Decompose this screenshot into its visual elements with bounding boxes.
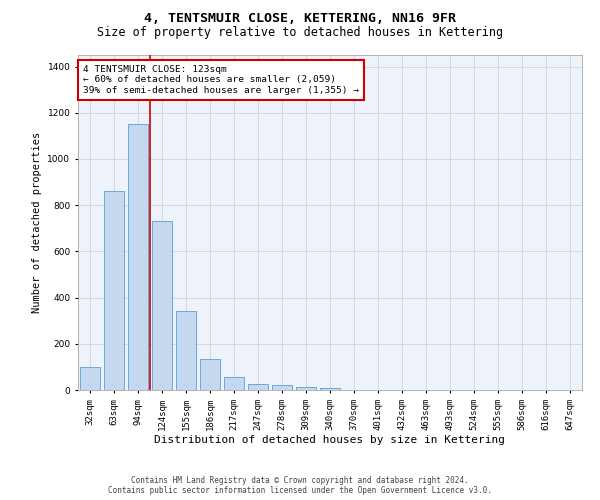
Bar	[128, 124, 148, 390]
Text: Contains HM Land Registry data © Crown copyright and database right 2024.
Contai: Contains HM Land Registry data © Crown c…	[108, 476, 492, 495]
Bar	[320, 388, 340, 390]
Bar	[296, 386, 316, 390]
Bar	[224, 378, 244, 390]
X-axis label: Distribution of detached houses by size in Kettering: Distribution of detached houses by size …	[155, 436, 505, 446]
Bar	[248, 384, 268, 390]
Bar	[80, 367, 100, 390]
Bar	[104, 192, 124, 390]
Bar	[272, 386, 292, 390]
Bar	[176, 312, 196, 390]
Bar	[152, 222, 172, 390]
Text: 4, TENTSMUIR CLOSE, KETTERING, NN16 9FR: 4, TENTSMUIR CLOSE, KETTERING, NN16 9FR	[144, 12, 456, 26]
Text: Size of property relative to detached houses in Kettering: Size of property relative to detached ho…	[97, 26, 503, 39]
Y-axis label: Number of detached properties: Number of detached properties	[32, 132, 42, 313]
Bar	[200, 359, 220, 390]
Text: 4 TENTSMUIR CLOSE: 123sqm
← 60% of detached houses are smaller (2,059)
39% of se: 4 TENTSMUIR CLOSE: 123sqm ← 60% of detac…	[83, 65, 359, 95]
